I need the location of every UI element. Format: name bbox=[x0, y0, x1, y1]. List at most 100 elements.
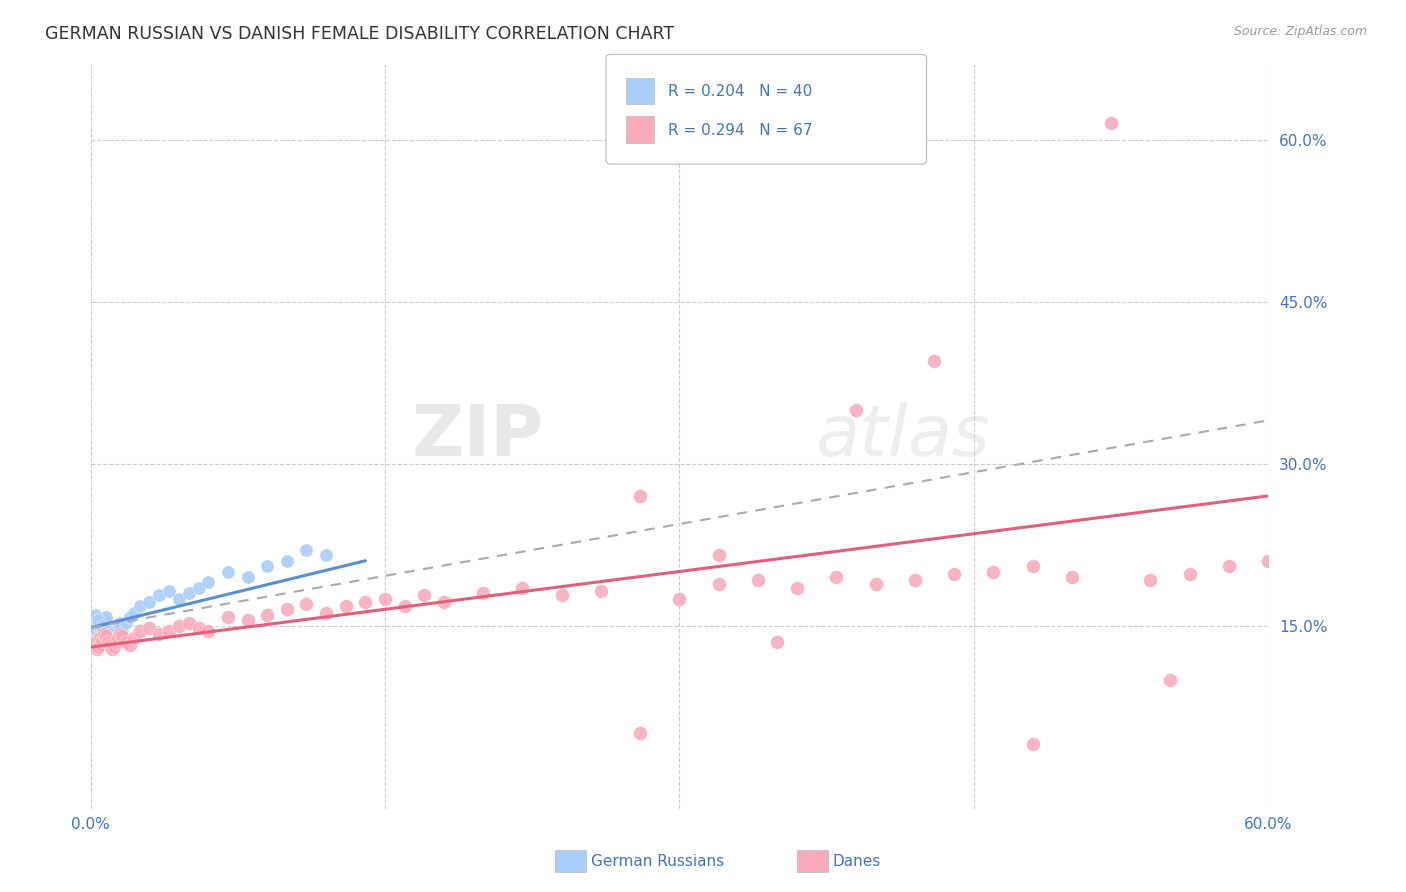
Point bbox=[83, 607, 105, 622]
Point bbox=[707, 549, 730, 563]
Point bbox=[86, 642, 108, 657]
Point bbox=[91, 626, 114, 640]
Text: German Russians: German Russians bbox=[591, 855, 724, 869]
Point bbox=[157, 624, 180, 638]
Point bbox=[83, 634, 105, 648]
Point bbox=[115, 634, 138, 648]
Point bbox=[904, 573, 927, 587]
Point bbox=[1060, 570, 1083, 584]
Point bbox=[148, 588, 170, 602]
Point bbox=[236, 570, 259, 584]
Text: R = 0.204   N = 40: R = 0.204 N = 40 bbox=[668, 85, 813, 99]
Point bbox=[107, 632, 129, 646]
Point bbox=[217, 565, 239, 579]
Point bbox=[118, 638, 141, 652]
Point bbox=[413, 588, 436, 602]
Point bbox=[1099, 116, 1122, 130]
Point bbox=[335, 599, 357, 613]
Point bbox=[111, 622, 134, 636]
Point bbox=[276, 602, 298, 616]
Point bbox=[707, 577, 730, 591]
Point bbox=[118, 610, 141, 624]
Point bbox=[87, 640, 110, 654]
Point bbox=[197, 575, 219, 590]
Point bbox=[256, 607, 278, 622]
Point bbox=[983, 565, 1005, 579]
Point bbox=[128, 624, 150, 638]
Text: ZIP: ZIP bbox=[412, 402, 544, 471]
Point bbox=[157, 584, 180, 599]
Point bbox=[115, 616, 138, 631]
Point bbox=[105, 627, 128, 641]
Point bbox=[93, 627, 115, 641]
Point bbox=[295, 543, 318, 558]
Point bbox=[108, 627, 131, 641]
Point bbox=[111, 629, 134, 643]
Point bbox=[97, 634, 120, 648]
Point bbox=[276, 554, 298, 568]
Point bbox=[105, 634, 128, 648]
Point bbox=[82, 621, 104, 635]
Point bbox=[943, 566, 966, 581]
Point bbox=[108, 621, 131, 635]
Point bbox=[197, 624, 219, 638]
Point bbox=[1218, 559, 1240, 574]
Point bbox=[96, 629, 118, 643]
Point bbox=[786, 581, 808, 595]
Point bbox=[98, 627, 121, 641]
Point bbox=[472, 586, 495, 600]
Point bbox=[1178, 566, 1201, 581]
Point bbox=[187, 621, 209, 635]
Point bbox=[766, 634, 789, 648]
Text: Source: ZipAtlas.com: Source: ZipAtlas.com bbox=[1233, 25, 1367, 38]
Point bbox=[97, 624, 120, 638]
Point bbox=[89, 632, 111, 646]
Point bbox=[98, 629, 121, 643]
Point bbox=[86, 624, 108, 638]
Point bbox=[512, 581, 534, 595]
Text: atlas: atlas bbox=[815, 402, 990, 471]
Point bbox=[148, 627, 170, 641]
Point bbox=[374, 591, 396, 606]
Point bbox=[122, 632, 145, 646]
Point bbox=[107, 621, 129, 635]
Point bbox=[394, 599, 416, 613]
Point bbox=[433, 595, 456, 609]
Point bbox=[103, 632, 125, 646]
Point bbox=[108, 616, 131, 631]
Point bbox=[128, 599, 150, 613]
Point bbox=[589, 584, 612, 599]
Point bbox=[82, 638, 104, 652]
Point bbox=[236, 613, 259, 627]
Point bbox=[217, 610, 239, 624]
Point bbox=[167, 591, 190, 606]
Point bbox=[1021, 737, 1043, 751]
Point bbox=[187, 581, 209, 595]
Point bbox=[668, 591, 690, 606]
Point bbox=[103, 632, 125, 646]
Point bbox=[87, 613, 110, 627]
Point bbox=[138, 595, 160, 609]
Point bbox=[101, 634, 124, 648]
Point bbox=[628, 726, 651, 740]
Point bbox=[1021, 559, 1043, 574]
Point bbox=[177, 616, 200, 631]
Point bbox=[93, 613, 115, 627]
Point bbox=[167, 618, 190, 632]
Point bbox=[315, 549, 337, 563]
Point bbox=[98, 638, 121, 652]
Point bbox=[845, 402, 868, 417]
Point bbox=[550, 588, 572, 602]
Point bbox=[91, 618, 114, 632]
Text: GERMAN RUSSIAN VS DANISH FEMALE DISABILITY CORRELATION CHART: GERMAN RUSSIAN VS DANISH FEMALE DISABILI… bbox=[45, 25, 673, 43]
Point bbox=[295, 597, 318, 611]
Point bbox=[1257, 554, 1279, 568]
Text: R = 0.294   N = 67: R = 0.294 N = 67 bbox=[668, 123, 813, 137]
Point bbox=[747, 573, 769, 587]
Point bbox=[83, 618, 105, 632]
Point bbox=[628, 489, 651, 503]
Point bbox=[825, 570, 848, 584]
Point bbox=[87, 616, 110, 631]
Point bbox=[91, 633, 114, 648]
Point bbox=[177, 586, 200, 600]
